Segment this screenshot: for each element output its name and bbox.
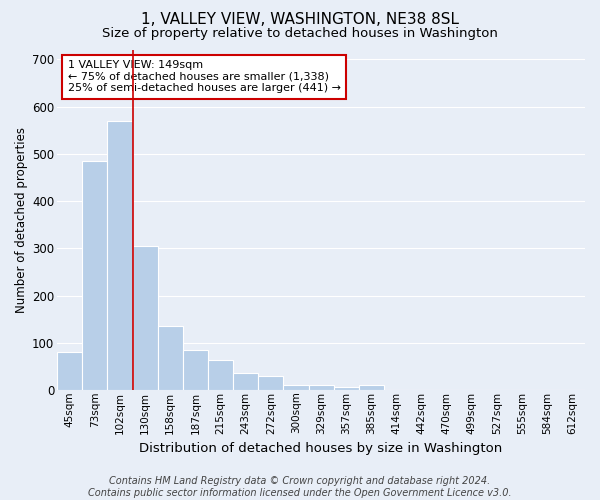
Text: 1 VALLEY VIEW: 149sqm
← 75% of detached houses are smaller (1,338)
25% of semi-d: 1 VALLEY VIEW: 149sqm ← 75% of detached … <box>68 60 341 94</box>
Bar <box>359 386 384 390</box>
Text: Contains HM Land Registry data © Crown copyright and database right 2024.
Contai: Contains HM Land Registry data © Crown c… <box>88 476 512 498</box>
Text: Size of property relative to detached houses in Washington: Size of property relative to detached ho… <box>102 26 498 40</box>
Bar <box>57 352 82 390</box>
Bar <box>107 121 133 390</box>
Bar <box>208 360 233 390</box>
Bar <box>133 246 158 390</box>
Bar <box>308 386 334 390</box>
Y-axis label: Number of detached properties: Number of detached properties <box>15 127 28 313</box>
X-axis label: Distribution of detached houses by size in Washington: Distribution of detached houses by size … <box>139 442 503 455</box>
Bar <box>183 350 208 390</box>
Bar <box>334 387 359 390</box>
Bar <box>283 386 308 390</box>
Bar <box>82 161 107 390</box>
Bar <box>258 376 283 390</box>
Text: 1, VALLEY VIEW, WASHINGTON, NE38 8SL: 1, VALLEY VIEW, WASHINGTON, NE38 8SL <box>141 12 459 28</box>
Bar <box>158 326 183 390</box>
Bar <box>233 372 258 390</box>
